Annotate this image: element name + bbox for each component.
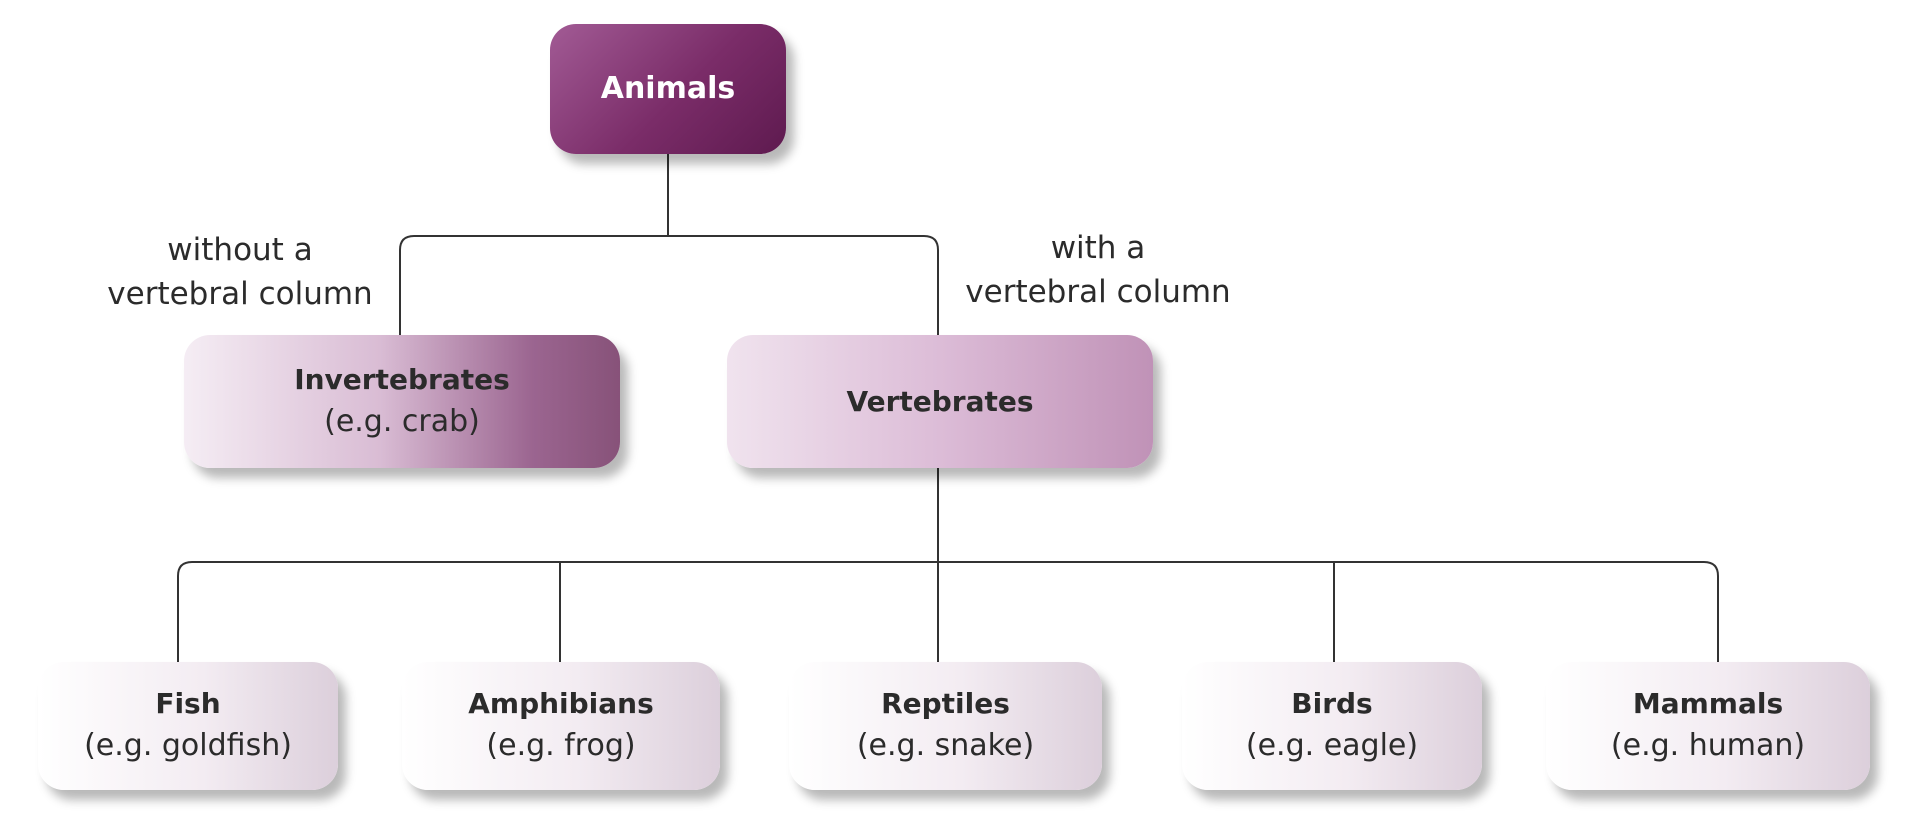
node-title: Amphibians bbox=[468, 687, 654, 720]
node-example: (e.g. snake) bbox=[856, 728, 1035, 763]
node-example: (e.g. crab) bbox=[324, 403, 480, 439]
branch-label-without-vertebral-column: without a vertebral column bbox=[100, 228, 380, 316]
node-mammals: Mammals (e.g. human) bbox=[1546, 662, 1870, 790]
node-title: Fish bbox=[155, 687, 221, 720]
node-example: (e.g. eagle) bbox=[1245, 728, 1419, 763]
branch-label-with-vertebral-column: with a vertebral column bbox=[958, 226, 1238, 314]
node-birds: Birds (e.g. eagle) bbox=[1182, 662, 1482, 790]
node-title: Animals bbox=[600, 71, 736, 106]
node-vertebrates: Vertebrates bbox=[727, 335, 1153, 468]
node-title: Birds bbox=[1291, 687, 1373, 720]
branch-label-line: vertebral column bbox=[107, 276, 373, 312]
node-title: Vertebrates bbox=[846, 384, 1034, 418]
node-reptiles: Reptiles (e.g. snake) bbox=[789, 662, 1102, 790]
connector-level2-bar bbox=[177, 561, 1719, 662]
node-fish: Fish (e.g. goldfish) bbox=[38, 662, 338, 790]
branch-label-line: with a bbox=[1050, 230, 1146, 266]
node-title: Invertebrates bbox=[294, 362, 510, 396]
node-example: (e.g. frog) bbox=[486, 728, 636, 763]
node-title: Reptiles bbox=[881, 687, 1010, 720]
node-amphibians: Amphibians (e.g. frog) bbox=[402, 662, 720, 790]
node-example: (e.g. goldfish) bbox=[84, 728, 292, 763]
branch-label-line: vertebral column bbox=[965, 274, 1231, 310]
node-invertebrates: Invertebrates (e.g. crab) bbox=[184, 335, 620, 468]
branch-label-line: without a bbox=[167, 232, 313, 268]
node-animals: Animals bbox=[550, 24, 786, 154]
node-title: Mammals bbox=[1632, 687, 1784, 720]
node-example: (e.g. human) bbox=[1610, 728, 1806, 763]
connector-level1-bar bbox=[399, 235, 939, 335]
